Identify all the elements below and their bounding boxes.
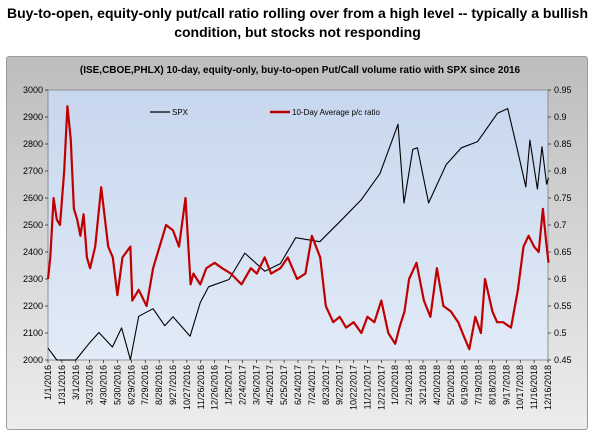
right-tick-label: 0.85 [554, 139, 572, 149]
x-tick-label: 1/20/2018 [390, 365, 400, 405]
x-tick-label: 5/25/2017 [279, 365, 289, 405]
x-tick-label: 9/17/2018 [501, 365, 511, 405]
x-tick-label: 3/1/2016 [71, 365, 81, 400]
chart-title: (ISE,CBOE,PHLX) 10-day, equity-only, buy… [79, 65, 521, 76]
right-tick-label: 0.95 [554, 85, 572, 95]
right-tick-label: 0.55 [554, 301, 572, 311]
x-tick-label: 11/26/2016 [196, 365, 206, 409]
left-tick-label: 2700 [23, 166, 43, 176]
legend-label-spx: SPX [172, 108, 189, 117]
legend-label-ratio: 10-Day Average p/c ratio [292, 108, 380, 117]
x-tick-label: 3/21/2018 [418, 365, 428, 405]
x-tick-label: 6/29/2016 [126, 365, 136, 405]
x-tick-label: 7/24/2017 [307, 365, 317, 405]
x-tick-label: 4/20/2018 [432, 365, 442, 405]
x-tick-label: 10/17/2018 [515, 365, 525, 410]
x-tick-label: 11/21/2017 [362, 365, 372, 409]
right-tick-label: 0.7 [554, 220, 567, 230]
x-tick-label: 7/19/2018 [474, 365, 484, 405]
x-tick-label: 12/21/2017 [376, 365, 386, 410]
headline-line-1: Buy-to-open, equity-only put/call ratio … [6, 5, 589, 21]
x-tick-label: 8/23/2017 [321, 365, 331, 405]
series-lines [46, 105, 550, 361]
x-tick-label: 11/16/2018 [529, 365, 539, 409]
series-line-spx [47, 108, 550, 361]
x-tick-label: 7/29/2016 [140, 365, 150, 405]
right-tick-label: 0.9 [554, 112, 567, 122]
x-tick-label: 2/24/2017 [237, 365, 247, 405]
right-tick-label: 0.65 [554, 247, 572, 257]
x-tick-label: 5/20/2018 [446, 365, 456, 405]
x-tick-label: 3/26/2017 [251, 365, 261, 405]
x-tick-label: 6/19/2018 [460, 365, 470, 405]
x-tick-label: 6/24/2017 [293, 365, 303, 405]
left-tick-label: 2300 [23, 274, 43, 284]
left-tick-label: 2900 [23, 112, 43, 122]
x-tick-label: 1/1/2016 [43, 365, 53, 400]
x-tick-label: 10/27/2016 [182, 365, 192, 410]
x-tick-label: 1/25/2017 [224, 365, 234, 405]
x-tick-label: 9/22/2017 [335, 365, 345, 405]
left-axis: 2000 2100 2200 2300 2400 2500 2600 2700 2800 2900… [23, 85, 48, 365]
left-tick-label: 2800 [23, 139, 43, 149]
headline-line-2: condition, but stocks not responding [174, 24, 421, 40]
left-tick-label: 2500 [23, 220, 43, 230]
left-tick-label: 2400 [23, 247, 43, 257]
right-tick-label: 0.45 [554, 355, 572, 365]
right-tick-label: 0.8 [554, 166, 567, 176]
x-tick-label: 10/22/2017 [349, 365, 359, 410]
left-tick-label: 3000 [23, 85, 43, 95]
series-line-ratio [46, 105, 550, 351]
x-axis: 1/1/2016 1/31/2016 3/1/2016 3/31/2016 4/30/2… [43, 360, 553, 410]
left-tick-label: 2200 [23, 301, 43, 311]
x-tick-label: 2/19/2018 [404, 365, 414, 405]
right-axis: 0.45 0.5 0.55 0.6 0.65 0.7 0.75 0.8 0.85 0.9 0.95 [548, 85, 572, 365]
left-tick-label: 2000 [23, 355, 43, 365]
x-tick-label: 5/30/2016 [112, 365, 122, 405]
x-tick-label: 1/31/2016 [57, 365, 67, 405]
right-tick-label: 0.75 [554, 193, 572, 203]
x-tick-label: 12/26/2016 [210, 365, 220, 410]
left-tick-label: 2100 [23, 328, 43, 338]
x-tick-label: 8/18/2018 [487, 365, 497, 405]
x-tick-label: 12/16/2018 [543, 365, 553, 410]
x-tick-label: 4/30/2016 [99, 365, 109, 405]
right-tick-label: 0.5 [554, 328, 567, 338]
x-tick-label: 4/25/2017 [265, 365, 275, 405]
x-tick-label: 8/28/2016 [154, 365, 164, 405]
plot-area [47, 89, 549, 361]
x-tick-label: 3/31/2016 [85, 365, 95, 405]
legend: SPX 10-Day Average p/c ratio [150, 108, 380, 117]
x-tick-label: 9/27/2016 [168, 365, 178, 405]
left-tick-label: 2600 [23, 193, 43, 203]
headline: Buy-to-open, equity-only put/call ratio … [0, 4, 595, 42]
right-tick-label: 0.6 [554, 274, 567, 284]
